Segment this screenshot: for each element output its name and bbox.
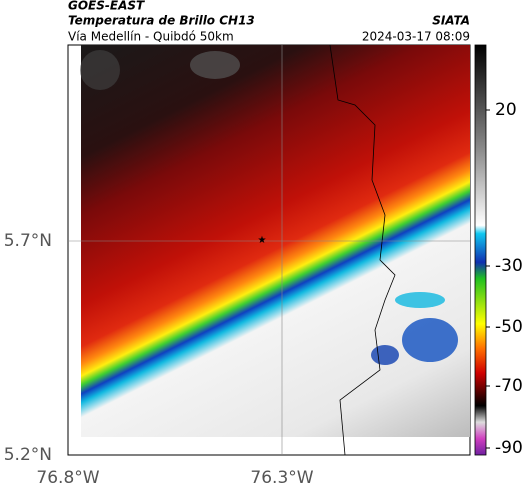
- source: GOES-EAST: [68, 0, 145, 13]
- map: ★: [67, 44, 471, 456]
- location-marker: ★: [258, 235, 267, 246]
- subtitle: Vía Medellín - Quibdó 50km: [68, 30, 234, 44]
- cloud: [80, 50, 120, 90]
- colorbar-ticks: 20 -30 -50 -70 -90: [486, 100, 523, 458]
- colorbar: [474, 44, 487, 456]
- lon-label: 76.3°W: [250, 468, 313, 488]
- cloud: [371, 345, 399, 365]
- title: Temperatura de Brillo CH13: [68, 14, 255, 28]
- colorbar-tick-label: -50: [495, 317, 523, 337]
- org: SIATA: [432, 14, 470, 28]
- colorbar-tick-label: -70: [495, 376, 523, 396]
- lat-label: 5.7°N: [4, 231, 52, 251]
- cloud: [402, 318, 458, 362]
- timestamp: 2024-03-17 08:09: [362, 30, 470, 44]
- colorbar-tick-label: 20: [495, 100, 517, 120]
- coastline: [329, 44, 396, 456]
- colorbar-tick-label: -90: [495, 438, 523, 458]
- lat-label: 5.2°N: [4, 445, 52, 465]
- cloud: [190, 51, 240, 79]
- lon-label: 76.8°W: [36, 468, 99, 488]
- colorbar-tick-label: -30: [495, 256, 523, 276]
- cloud: [395, 292, 445, 308]
